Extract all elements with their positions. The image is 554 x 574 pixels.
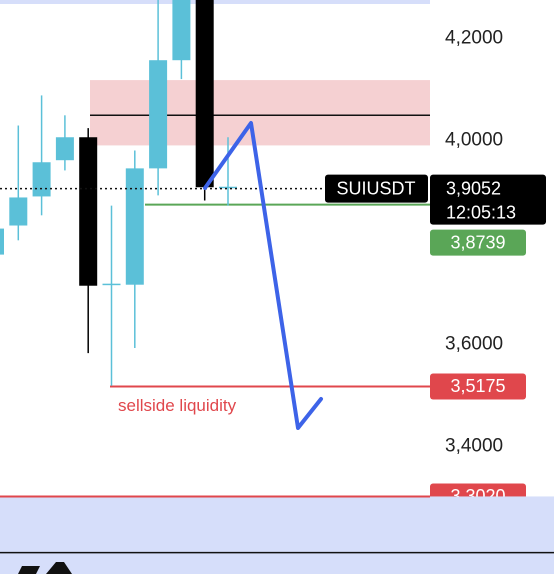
zone: [90, 80, 430, 146]
candle-body: [79, 137, 98, 286]
level-box: [430, 373, 526, 400]
top-zone: [0, 0, 430, 4]
price-label: 3,9052: [446, 178, 501, 198]
y-tick-label: 3,6000: [445, 333, 503, 354]
annotation: sellside liquidity: [118, 396, 237, 415]
arrow-path: [203, 121, 323, 430]
arrow: [203, 121, 323, 430]
candle-body: [125, 168, 144, 285]
candle-body: [219, 186, 237, 189]
logo: [18, 562, 72, 574]
countdown-label: 12:05:13: [446, 202, 516, 222]
y-tick-label: 4,0000: [445, 129, 503, 150]
zone: [0, 496, 430, 574]
candle-body: [32, 162, 51, 197]
level-box: [430, 229, 526, 256]
candle-body: [149, 60, 168, 169]
candle-body: [172, 0, 191, 61]
level-label: 3,5175: [450, 376, 505, 396]
y-tick-label: 3,4000: [445, 435, 503, 456]
candle-body: [195, 0, 214, 188]
price-box: [430, 174, 546, 225]
symbol-label: SUIUSDT: [336, 178, 415, 198]
symbol-box: [325, 174, 428, 203]
zone-axis: [430, 496, 554, 574]
candle-body: [0, 228, 4, 255]
candle-body: [9, 197, 28, 226]
y-tick-label: 4,2000: [445, 27, 503, 48]
level-label: 3,8739: [450, 232, 505, 252]
candle-body: [55, 137, 74, 161]
candle-body: [102, 283, 121, 286]
